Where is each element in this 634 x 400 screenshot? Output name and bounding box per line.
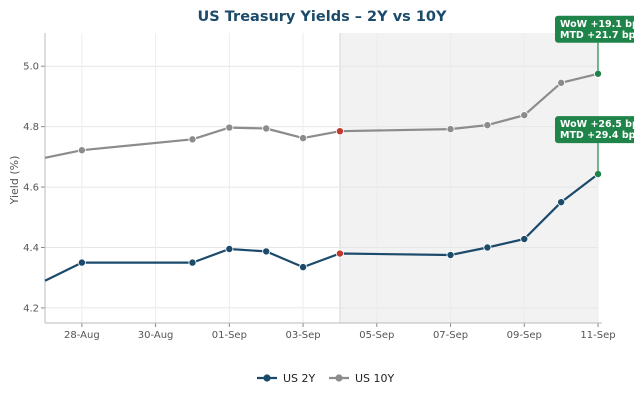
annotation-box [555,15,634,43]
legend-marker-us-2y [263,374,271,382]
axis-layer: 4.2 4.4 4.6 4.8 5.0 28-Aug 30-Aug 01-Sep 03-Sep 0… [23,33,616,341]
x-tick-label: 03-Sep [285,330,320,341]
latest-point-us-2y [594,170,603,179]
x-tick-label: 11-Sep [580,330,615,341]
data-point-us-2y [188,258,197,267]
annotation-box [555,116,634,144]
x-tick-label: 05-Sep [359,330,394,341]
data-point-us-10y [225,123,234,132]
annotation-text: WoW +26.5 bps [560,119,634,130]
annotation-text: MTD +29.4 bps [560,130,634,141]
data-point-us-10y [446,125,455,134]
legend-label-us-2y: US 2Y [283,372,316,385]
data-point-us-2y [299,263,308,272]
data-point-us-2y [77,258,86,267]
data-point-us-2y [520,235,529,244]
legend: US 2Y US 10Y [257,372,395,385]
y-tick-label: 4.6 [23,183,39,194]
x-tick-label: 09-Sep [507,330,542,341]
x-tick-label: 28-Aug [64,330,100,341]
latest-point-us-10y [594,69,603,78]
data-point-us-10y [520,111,529,120]
y-tick-label: 4.4 [23,243,39,254]
x-tick-label: 07-Sep [433,330,468,341]
series-line-us-2y [44,173,599,282]
y-axis-label: Yield (%) [8,156,21,206]
data-point-us-10y [299,134,308,143]
legend-marker-us-10y [335,374,343,382]
data-point-us-10y [262,124,271,133]
legend-label-us-10y: US 10Y [355,372,395,385]
y-tick-label: 4.2 [23,303,39,314]
chart-title: US Treasury Yields – 2Y vs 10Y [197,9,447,25]
y-tick-label: 5.0 [23,62,39,73]
data-point-us-2y [483,243,492,252]
data-point-us-10y [557,78,566,87]
series-layer [44,69,603,282]
data-point-us-2y [446,251,455,260]
shaded-region [339,33,598,323]
data-point-us-10y [77,146,86,155]
series-line-us-10y [44,72,599,159]
data-point-us-10y [188,135,197,144]
annotation-text: MTD +21.7 bps [560,30,634,41]
data-point-us-2y [557,198,566,207]
annotation-layer: WoW +19.1 bpsMTD +21.7 bps WoW +26.5 bpsM… [555,15,634,172]
data-point-us-2y [225,244,234,253]
reference-point-us-2y [335,249,344,258]
reference-point-us-10y [335,127,344,136]
y-tick-label: 4.8 [23,122,39,133]
x-tick-label: 30-Aug [138,330,174,341]
shaded-region-layer [339,33,598,323]
data-point-us-2y [262,247,271,256]
annotation-text: WoW +19.1 bps [560,19,634,30]
x-tick-label: 01-Sep [212,330,247,341]
data-point-us-10y [483,121,492,130]
